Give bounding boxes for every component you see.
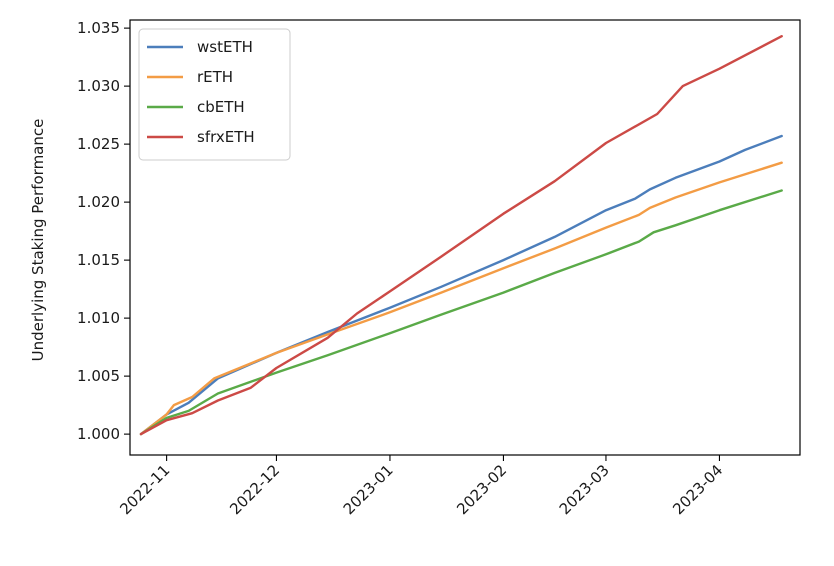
legend: wstETH rETH cbETH sfrxETH xyxy=(138,28,291,161)
legend-label-reth: rETH xyxy=(197,68,233,86)
y-tick-label: 1.000 xyxy=(77,425,120,443)
y-tick-label: 1.020 xyxy=(77,193,120,211)
legend-box xyxy=(138,28,291,161)
y-tick-label: 1.035 xyxy=(77,19,120,37)
y-tick-label: 1.010 xyxy=(77,309,120,327)
y-tick-label: 1.005 xyxy=(77,367,120,385)
x-tick-label: 2022-12 xyxy=(226,461,283,518)
series-line-sfrxeth xyxy=(139,35,783,436)
y-axis-title: Underlying Staking Performance xyxy=(29,119,47,362)
series-line-cbeth xyxy=(139,189,783,436)
legend-label-sfrxeth: sfrxETH xyxy=(197,128,255,146)
y-tick-label: 1.025 xyxy=(77,135,120,153)
legend-label-cbeth: cbETH xyxy=(197,98,245,116)
y-tick-label: 1.030 xyxy=(77,77,120,95)
x-axis-ticks: 2022-11 2022-12 2023-01 2023-02 2023-03 2023-… xyxy=(116,455,726,518)
plot-area-frame xyxy=(129,19,801,456)
x-tick-label: 2023-02 xyxy=(453,461,510,518)
series-lines xyxy=(139,35,783,436)
legend-label-wsteth: wstETH xyxy=(197,38,253,56)
x-tick-label: 2023-03 xyxy=(556,461,613,518)
y-axis-ticks: 1.000 1.005 1.010 1.015 1.020 1.025 1.030 1.035 xyxy=(77,19,130,443)
series-line-wsteth xyxy=(139,134,783,436)
x-tick-label: 2022-11 xyxy=(116,461,173,518)
x-tick-label: 2023-01 xyxy=(340,461,397,518)
y-tick-label: 1.015 xyxy=(77,251,120,269)
series-line-reth xyxy=(139,161,783,436)
x-tick-label: 2023-04 xyxy=(669,461,726,518)
